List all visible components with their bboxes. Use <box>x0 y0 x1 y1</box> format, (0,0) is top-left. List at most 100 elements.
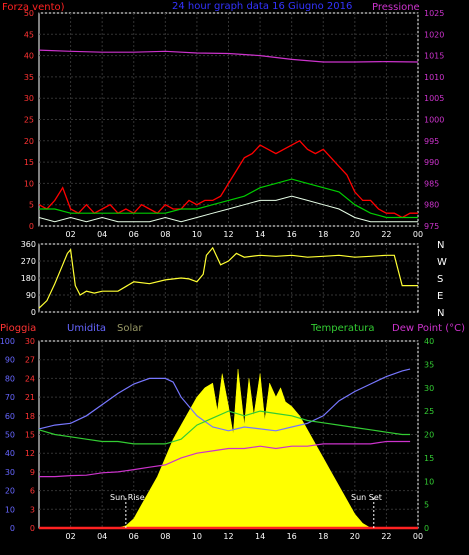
wind-x-tick: 22 <box>381 230 391 239</box>
weather-x-tick: 08 <box>160 532 170 541</box>
weather-x-tick: 22 <box>381 532 391 541</box>
pressure-axis-title: Pressione <box>372 2 420 13</box>
rain-axis-title: Pioggia <box>0 323 36 334</box>
rain-y-tick: 3 <box>30 505 35 514</box>
direction-y-tick: 360 <box>21 240 36 249</box>
direction-y-tick: 0 <box>31 308 36 317</box>
temperature-line <box>38 410 411 445</box>
rain-y-tick: 6 <box>30 487 35 496</box>
weather-x-tick: 06 <box>129 532 139 541</box>
humidity-ticks: 0 10 20 30 40 50 60 70 80 90 100 <box>0 337 15 533</box>
temperature-y-tick: 35 <box>424 360 434 369</box>
wind-x-tick: 02 <box>65 230 75 239</box>
pressure-y-tick: 1025 <box>424 9 444 18</box>
temperature-y-tick: 40 <box>424 337 434 346</box>
wind-y-tick: 10 <box>24 179 34 188</box>
wind-x-tick: 04 <box>97 230 107 239</box>
wind-x-tick: 12 <box>223 230 233 239</box>
pressure-right-ticks: 975 980 985 990 995 1000 1005 1010 1015 1020 1025 <box>424 9 444 231</box>
pressure-line <box>38 49 419 63</box>
temperature-y-tick: 0 <box>424 524 429 533</box>
temperature-ticks: 0 5 10 15 20 25 30 35 40 <box>424 337 434 533</box>
wind-x-tick: 16 <box>287 230 297 239</box>
rain-y-tick: 18 <box>25 412 35 421</box>
wind-x-tick: 00 <box>413 230 423 239</box>
weather-x-tick: 10 <box>192 532 202 541</box>
direction-y-tick: 180 <box>21 274 36 283</box>
wind-x-tick: 18 <box>318 230 328 239</box>
pressure-y-tick: 995 <box>424 137 439 146</box>
wind-y-tick: 20 <box>24 137 34 146</box>
temperature-y-tick: 30 <box>424 384 434 393</box>
wind-avg-line <box>39 178 418 219</box>
pressure-y-tick: 1015 <box>424 52 444 61</box>
weather-x-tick: 00 <box>413 532 423 541</box>
humidity-y-tick: 100 <box>0 337 15 346</box>
chart-title: 24 hour graph data 16 Giugno 2016 <box>172 1 352 12</box>
wind-x-tick: 06 <box>129 230 139 239</box>
pressure-y-tick: 990 <box>424 158 439 167</box>
wind-y-tick: 5 <box>29 201 34 210</box>
temperature-y-tick: 10 <box>424 477 434 486</box>
direction-y-tick: 270 <box>21 257 36 266</box>
humidity-y-tick: 50 <box>5 431 15 440</box>
wind-y-tick: 0 <box>29 222 34 231</box>
rain-y-tick: 30 <box>25 337 35 346</box>
humidity-y-tick: 30 <box>5 468 15 477</box>
dew-point-axis-title: Dew Point (°C) <box>392 323 465 334</box>
solar-axis-title: Solar <box>117 323 143 334</box>
wind-x-tick: 10 <box>192 230 202 239</box>
wind-x-tick: 08 <box>160 230 170 239</box>
weather-x-tick: 20 <box>350 532 360 541</box>
rain-y-tick: 9 <box>30 468 35 477</box>
rain-y-tick: 0 <box>30 524 35 533</box>
pressure-y-tick: 1000 <box>424 116 444 125</box>
compass-label: W <box>437 257 447 268</box>
wind-y-tick: 35 <box>24 73 34 82</box>
pressure-y-tick: 1020 <box>424 30 444 39</box>
wind-y-tick: 25 <box>24 116 34 125</box>
direction-left-ticks: 0 90 180 270 360 <box>21 240 36 317</box>
wind-panel-series <box>38 49 419 223</box>
direction-panel-series <box>38 246 418 309</box>
rain-y-tick: 15 <box>25 431 35 440</box>
weather-x-tick: 16 <box>287 532 297 541</box>
sunset-annotation: Sun Set <box>351 493 382 502</box>
weather-x-tick: 12 <box>223 532 233 541</box>
dew-point-line <box>39 440 411 478</box>
temperature-y-tick: 25 <box>424 407 434 416</box>
weather-x-tick: 02 <box>65 532 75 541</box>
temperature-y-tick: 15 <box>424 454 434 463</box>
wind-direction-line <box>38 246 418 309</box>
sunrise-annotation: Sun Rise <box>110 493 145 502</box>
wind-y-tick: 15 <box>24 158 34 167</box>
wind-gust-low-line <box>38 195 418 223</box>
wind-x-tick: 20 <box>350 230 360 239</box>
temperature-axis-title: Temperatura <box>310 323 375 334</box>
wind-y-tick: 30 <box>24 94 34 103</box>
humidity-y-tick: 0 <box>10 524 15 533</box>
rain-y-tick: 21 <box>25 393 35 402</box>
rain-y-tick: 24 <box>25 374 35 383</box>
humidity-line <box>38 368 411 432</box>
weather-panel-series <box>38 368 418 530</box>
pressure-y-tick: 975 <box>424 222 439 231</box>
rain-ticks: 0 3 6 9 12 15 18 21 24 27 30 <box>25 337 35 533</box>
compass-label: E <box>437 291 443 302</box>
temperature-y-tick: 20 <box>424 431 434 440</box>
wind-max-line <box>38 139 418 219</box>
humidity-y-tick: 80 <box>5 374 15 383</box>
compass-label: S <box>437 274 443 285</box>
rain-y-tick: 27 <box>25 356 35 365</box>
wind-y-tick: 40 <box>24 52 34 61</box>
humidity-y-tick: 70 <box>5 393 15 402</box>
temperature-y-tick: 5 <box>424 501 429 510</box>
pressure-y-tick: 980 <box>424 201 439 210</box>
pressure-y-tick: 1005 <box>424 94 444 103</box>
wind-y-tick: 50 <box>24 9 34 18</box>
humidity-y-tick: 10 <box>5 505 15 514</box>
